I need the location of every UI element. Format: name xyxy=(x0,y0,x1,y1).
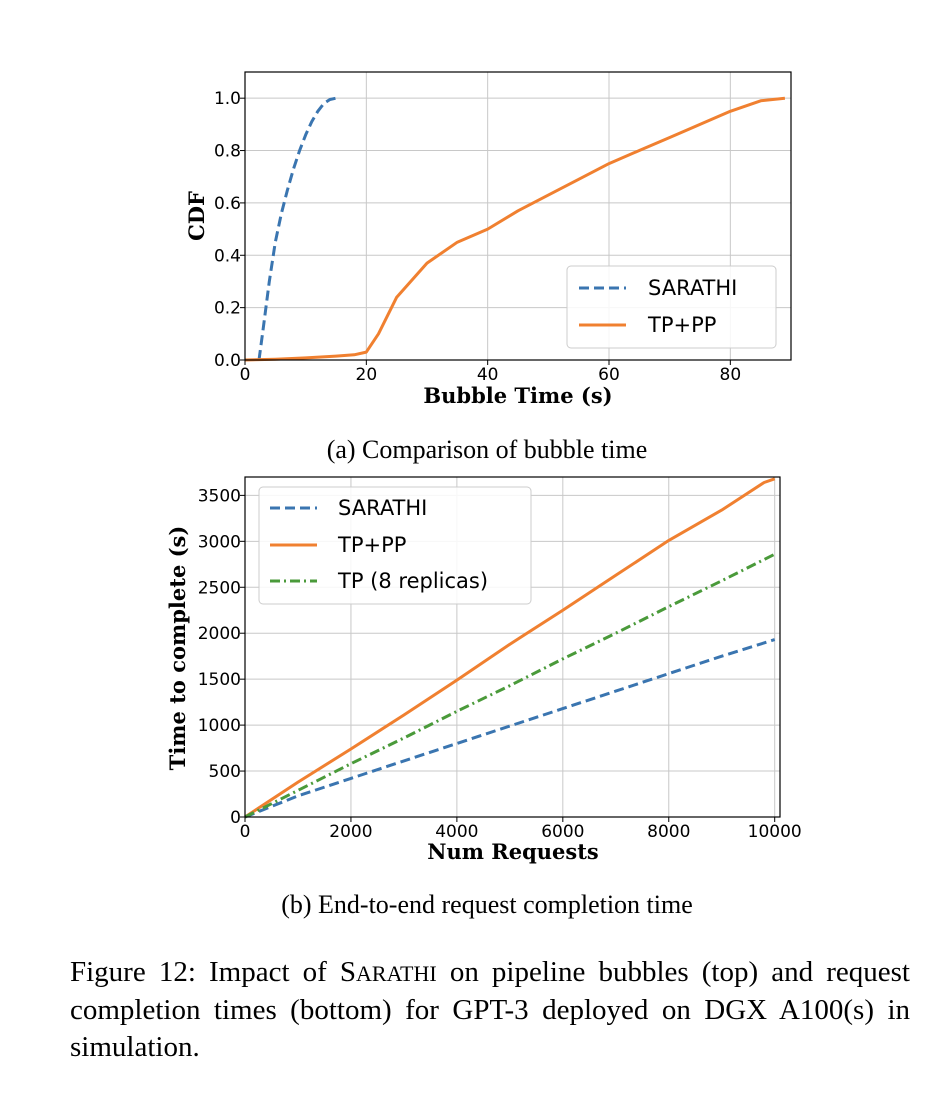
y-tick-label: 0.8 xyxy=(214,142,241,162)
series-line-tp-pp xyxy=(244,477,776,819)
x-tick-label: 4000 xyxy=(435,822,478,842)
legend-box xyxy=(566,265,777,349)
figure: 0 20 40 60 80 0.0 0.2 0.4 0.6 0.8 1.0 Bubble Time … xyxy=(165,71,802,919)
x-tick-label: 2000 xyxy=(329,822,372,842)
legend-label-tp-pp: TP+PP xyxy=(337,533,406,557)
subcaption-b: (b) End-to-end request completion time xyxy=(281,890,693,919)
series-line-sarathi xyxy=(257,96,337,361)
y-tick-label: 3500 xyxy=(198,486,241,506)
series-layer xyxy=(244,96,786,362)
x-tick-label: 0 xyxy=(240,822,251,842)
series-line-tp-pp xyxy=(244,96,786,362)
plot-frame xyxy=(244,476,781,818)
x-tick-label: 10000 xyxy=(748,822,802,842)
y-tick-label: 2500 xyxy=(198,578,241,598)
legend-box xyxy=(258,486,532,605)
legend: SARATHI TP+PP xyxy=(566,265,777,349)
x-tick-label: 20 xyxy=(356,365,378,385)
y-tick-label: 1500 xyxy=(198,670,241,690)
completion-time-chart: 0 2000 4000 6000 8000 10000 0 500 1000 1500 2000 25… xyxy=(165,476,802,864)
x-tick-label: 80 xyxy=(720,365,742,385)
legend-label-sarathi: SARATHI xyxy=(648,276,737,300)
y-axis-label: CDF xyxy=(184,191,209,241)
legend-label-tp-pp: TP+PP xyxy=(647,313,716,337)
tick-labels: 0 2000 4000 6000 8000 10000 0 500 1000 1500 2000 25… xyxy=(198,486,802,842)
y-tick-label: 3000 xyxy=(198,532,241,552)
legend-label-tp-8-replicas: TP (8 replicas) xyxy=(337,569,488,593)
series-layer xyxy=(244,477,776,819)
legend-label-sarathi: SARATHI xyxy=(338,496,427,520)
legend: SARATHI TP+PP TP (8 replicas) xyxy=(258,486,532,605)
caption-prefix: Figure 12: Impact of xyxy=(70,956,340,988)
caption-system-smallcaps: ARATHI xyxy=(356,961,437,986)
caption-suffix: on pipeline bubbles (top) and request co… xyxy=(70,956,910,1063)
x-tick-label: 40 xyxy=(477,365,499,385)
tick-labels: 0 20 40 60 80 0.0 0.2 0.4 0.6 0.8 1.0 xyxy=(214,89,741,385)
y-tick-label: 500 xyxy=(209,762,241,782)
y-tick-label: 0 xyxy=(230,808,241,828)
subcaption-a: (a) Comparison of bubble time xyxy=(327,435,648,464)
series-line-sarathi xyxy=(244,638,776,819)
y-tick-label: 1.0 xyxy=(214,89,241,109)
y-tick-label: 0.6 xyxy=(214,194,241,214)
bubble-time-cdf-chart: 0 20 40 60 80 0.0 0.2 0.4 0.6 0.8 1.0 Bubble Time … xyxy=(184,71,792,408)
y-tick-label: 0.0 xyxy=(214,351,241,371)
x-tick-label: 0 xyxy=(240,365,251,385)
y-tick-label: 1000 xyxy=(198,716,241,736)
y-tick-label: 0.2 xyxy=(214,299,241,319)
x-axis-label: Bubble Time (s) xyxy=(423,383,612,408)
x-axis-label: Num Requests xyxy=(427,839,598,864)
y-tick-label: 0.4 xyxy=(214,246,241,266)
caption-system-initial: S xyxy=(339,956,357,988)
x-tick-label: 8000 xyxy=(647,822,690,842)
y-axis-label: Time to complete (s) xyxy=(165,526,190,771)
series-line-tp-8-replicas xyxy=(244,552,776,819)
plot-frame xyxy=(244,71,792,361)
x-tick-label: 6000 xyxy=(541,822,584,842)
y-tick-label: 2000 xyxy=(198,624,241,644)
figure-caption: Figure 12: Impact of SARATHI on pipeline… xyxy=(70,954,910,1066)
x-tick-label: 60 xyxy=(598,365,620,385)
